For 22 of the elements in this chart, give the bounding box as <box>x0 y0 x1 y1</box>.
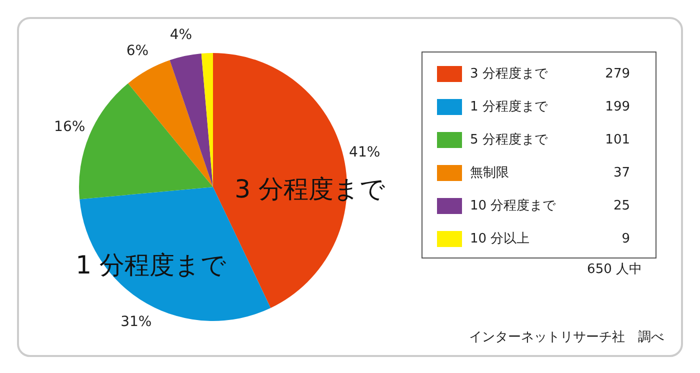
text: インターネットリサーチ社 調べ <box>469 330 664 345</box>
legend-label: 10 分以上 <box>470 232 530 246</box>
legend-label: 5 分程度まで <box>470 132 548 148</box>
data-label: 101 <box>605 132 630 148</box>
pie-slice <box>170 54 213 187</box>
data-label: 37 <box>613 166 630 180</box>
text: 6% <box>126 43 149 60</box>
data-label: 199 <box>605 100 630 114</box>
text: 31% <box>120 314 152 330</box>
data-label: 9 <box>622 232 630 246</box>
text: 4% <box>170 26 192 43</box>
pie-slice <box>128 60 213 187</box>
data-label: 279 <box>605 66 630 82</box>
legend-label: 10 分程度まで <box>470 198 557 214</box>
legend-label: 3 分程度まで <box>470 66 548 82</box>
legend-label: 1 分程度まで <box>470 98 548 114</box>
text: 16% <box>54 118 86 135</box>
pie-slice <box>201 53 213 187</box>
text: 650 人中 <box>587 262 642 277</box>
text: 41% <box>349 144 380 161</box>
data-label: 25 <box>613 198 630 214</box>
legend-label: 無制限 <box>470 166 509 180</box>
